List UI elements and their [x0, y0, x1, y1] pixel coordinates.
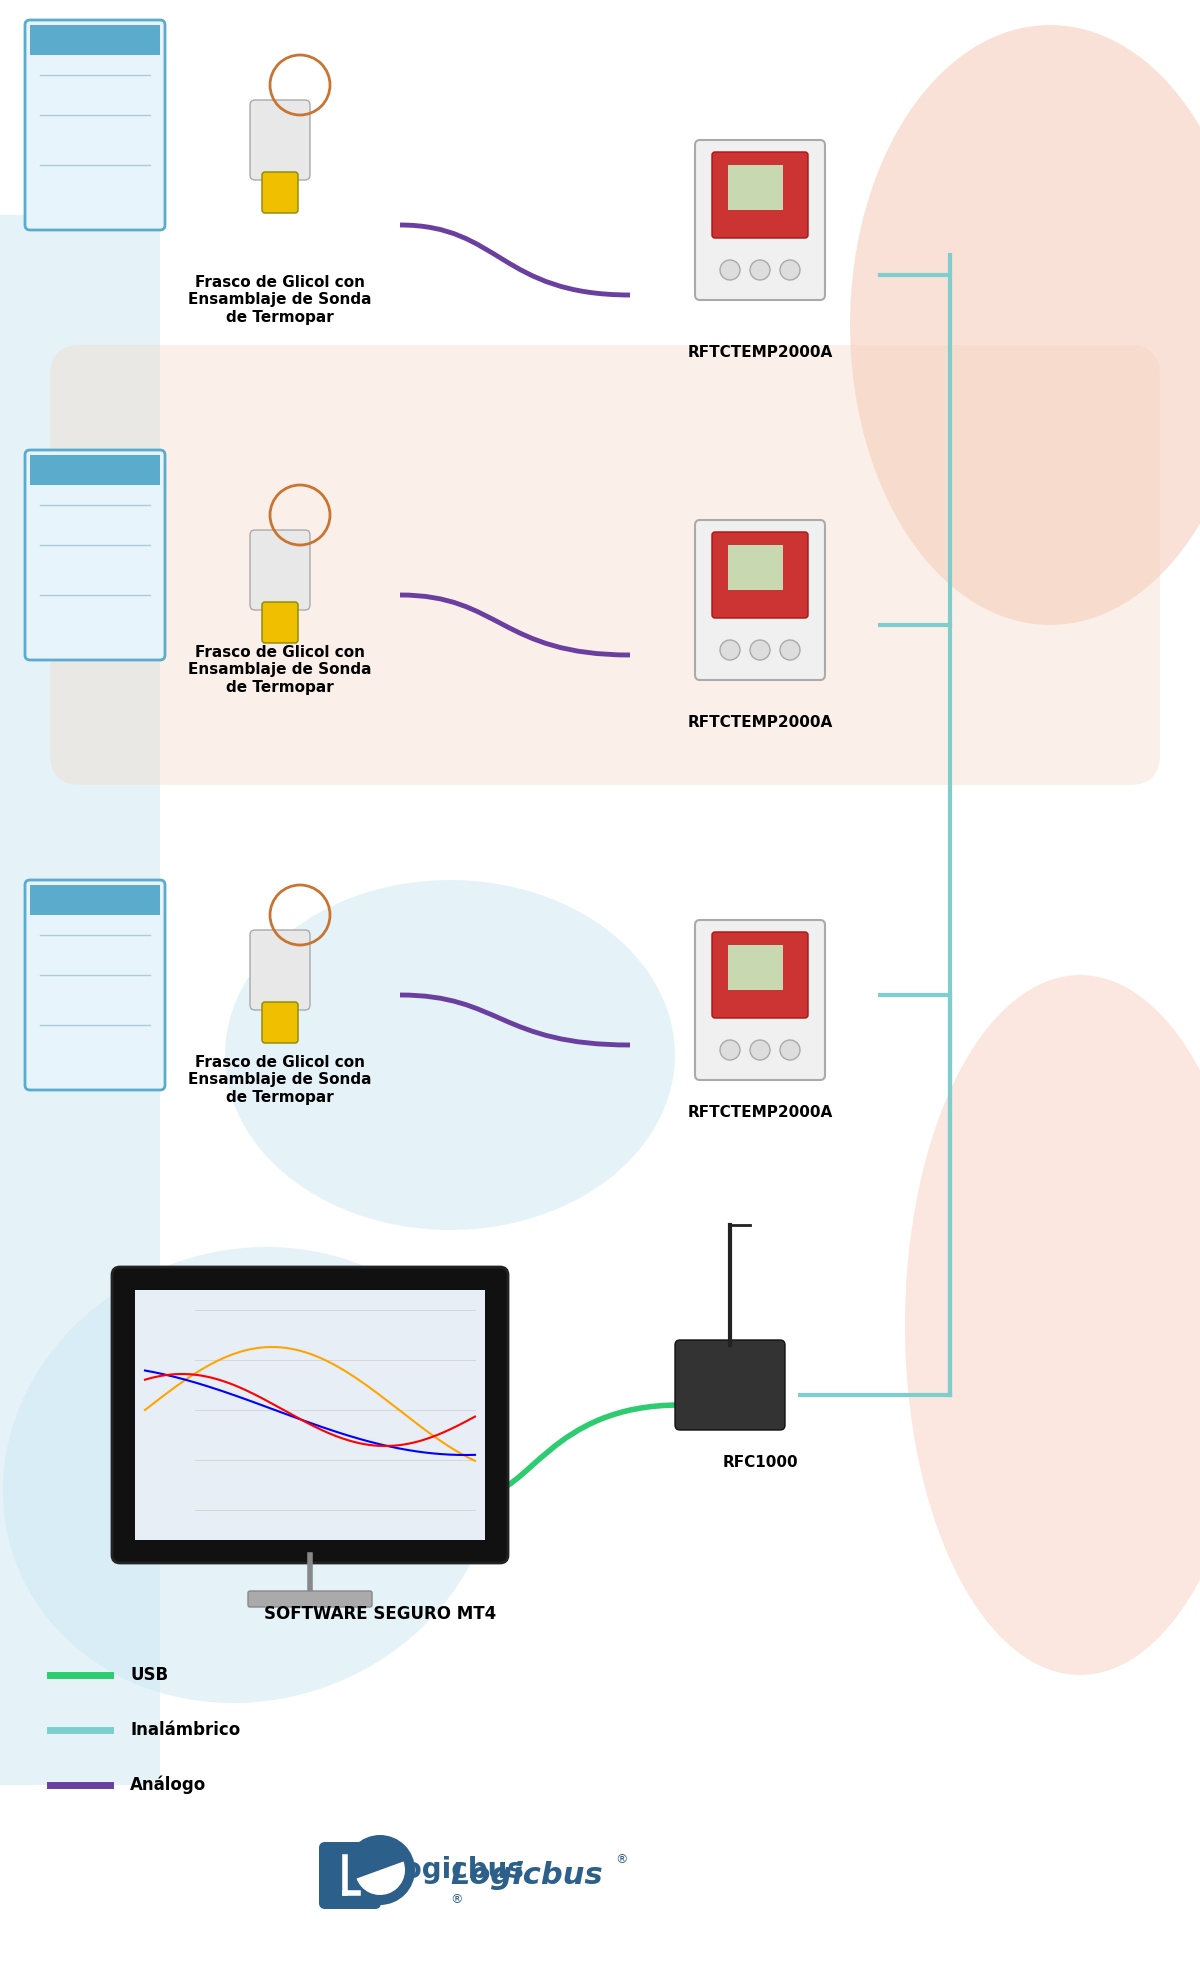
Text: RFTCTEMP2000A: RFTCTEMP2000A	[688, 346, 833, 359]
Wedge shape	[356, 1862, 404, 1894]
FancyBboxPatch shape	[25, 20, 166, 229]
FancyBboxPatch shape	[262, 1001, 298, 1043]
Text: RFTCTEMP2000A: RFTCTEMP2000A	[688, 715, 833, 731]
FancyBboxPatch shape	[25, 881, 166, 1090]
Text: ®: ®	[616, 1853, 628, 1866]
FancyBboxPatch shape	[30, 454, 160, 486]
FancyBboxPatch shape	[262, 602, 298, 644]
Text: Logicbus: Logicbus	[450, 1860, 602, 1890]
FancyBboxPatch shape	[695, 519, 826, 679]
Text: Inalámbrico: Inalámbrico	[130, 1720, 240, 1740]
Text: ®: ®	[450, 1894, 462, 1906]
FancyBboxPatch shape	[712, 932, 808, 1017]
Circle shape	[346, 1835, 415, 1906]
Circle shape	[780, 640, 800, 660]
FancyBboxPatch shape	[712, 152, 808, 239]
FancyBboxPatch shape	[674, 1339, 785, 1430]
FancyBboxPatch shape	[30, 26, 160, 55]
FancyBboxPatch shape	[25, 450, 166, 660]
Ellipse shape	[2, 1246, 497, 1702]
Text: SOFTWARE SEGURO MT4: SOFTWARE SEGURO MT4	[264, 1606, 496, 1623]
FancyBboxPatch shape	[248, 1592, 372, 1608]
FancyBboxPatch shape	[250, 930, 310, 1009]
Circle shape	[780, 261, 800, 280]
Ellipse shape	[905, 976, 1200, 1675]
Text: RFTCTEMP2000A: RFTCTEMP2000A	[688, 1104, 833, 1120]
Ellipse shape	[850, 26, 1200, 624]
Circle shape	[780, 1041, 800, 1061]
FancyBboxPatch shape	[250, 101, 310, 180]
Text: Frasco de Glicol con
Ensamblaje de Sonda
de Termopar: Frasco de Glicol con Ensamblaje de Sonda…	[188, 646, 372, 695]
Circle shape	[750, 261, 770, 280]
Text: USB: USB	[130, 1667, 168, 1685]
FancyBboxPatch shape	[112, 1268, 508, 1562]
FancyBboxPatch shape	[50, 346, 1160, 784]
Circle shape	[750, 640, 770, 660]
Text: Frasco de Glicol con
Ensamblaje de Sonda
de Termopar: Frasco de Glicol con Ensamblaje de Sonda…	[188, 1055, 372, 1104]
Ellipse shape	[226, 881, 674, 1230]
FancyBboxPatch shape	[712, 531, 808, 618]
FancyBboxPatch shape	[30, 885, 160, 914]
FancyBboxPatch shape	[728, 166, 782, 209]
FancyBboxPatch shape	[0, 215, 160, 1785]
FancyBboxPatch shape	[319, 1843, 382, 1910]
FancyBboxPatch shape	[250, 529, 310, 610]
FancyBboxPatch shape	[262, 172, 298, 213]
Circle shape	[720, 261, 740, 280]
Circle shape	[750, 1041, 770, 1061]
FancyBboxPatch shape	[134, 1290, 485, 1540]
FancyBboxPatch shape	[728, 545, 782, 591]
FancyBboxPatch shape	[728, 944, 782, 989]
Text: Frasco de Glicol con
Ensamblaje de Sonda
de Termopar: Frasco de Glicol con Ensamblaje de Sonda…	[188, 275, 372, 324]
Text: Análogo: Análogo	[130, 1776, 206, 1793]
FancyBboxPatch shape	[695, 140, 826, 300]
Wedge shape	[332, 1870, 377, 1892]
Circle shape	[720, 640, 740, 660]
FancyBboxPatch shape	[695, 920, 826, 1080]
Circle shape	[720, 1041, 740, 1061]
Text: RFC1000: RFC1000	[722, 1456, 798, 1469]
Text: Logicbus: Logicbus	[385, 1856, 524, 1884]
